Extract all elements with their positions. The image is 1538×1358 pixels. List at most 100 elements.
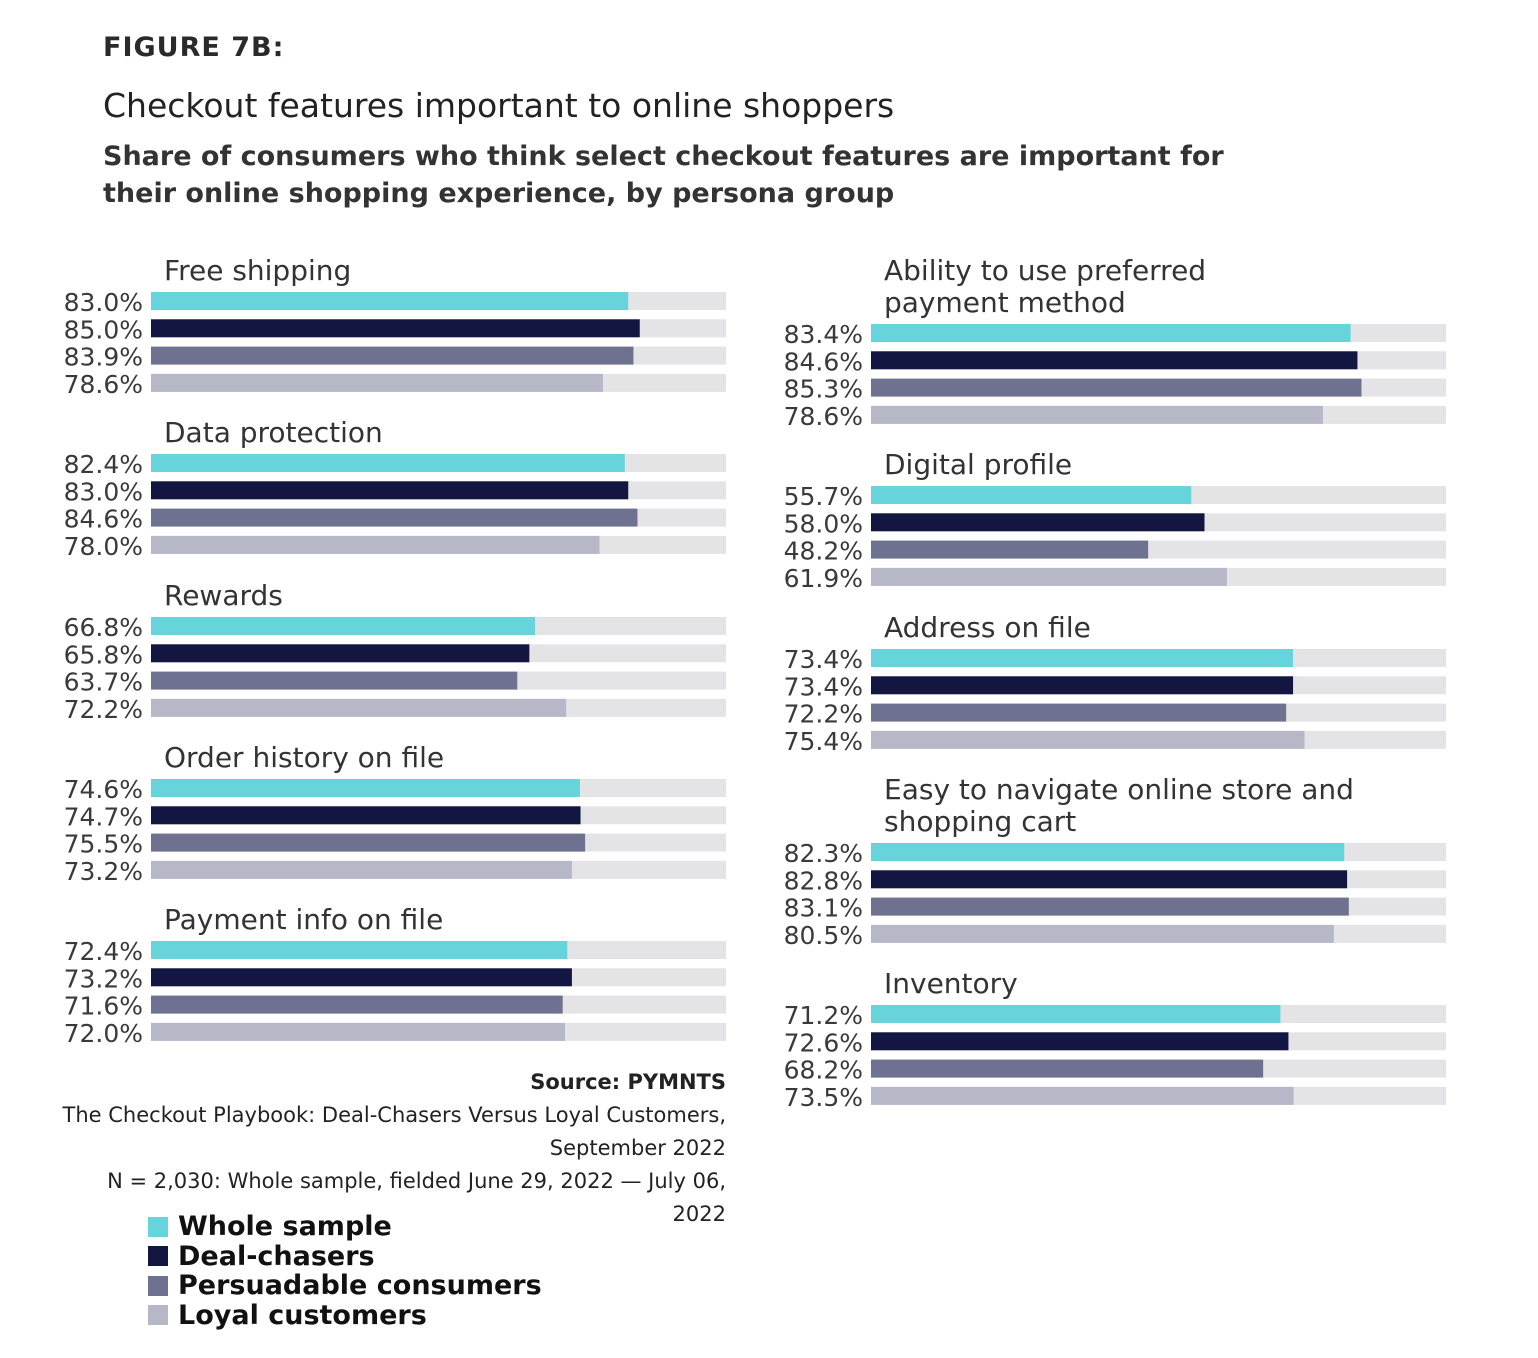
category-label: Address on file bbox=[884, 611, 1091, 644]
bar-deal-chasers bbox=[871, 351, 1358, 370]
value-label: 48.2% bbox=[784, 537, 863, 566]
value-label: 78.6% bbox=[64, 370, 143, 399]
value-label: 73.4% bbox=[784, 672, 863, 701]
bar-group-inventory: Inventory 71.2%72.6%68.2%73.5% bbox=[784, 967, 1446, 1112]
bar-persuadable-consumers bbox=[871, 1059, 1264, 1078]
bar-group-easy-to-navigate-online-store-and-shopping-cart: Easy to navigate online store and shoppin… bbox=[784, 773, 1446, 950]
bar-whole-sample bbox=[151, 617, 536, 635]
value-label: 84.6% bbox=[784, 347, 863, 376]
bar-whole-sample bbox=[871, 649, 1294, 667]
bar-whole-sample bbox=[871, 843, 1345, 861]
legend-swatch bbox=[148, 1275, 168, 1296]
bar-group-payment-info-on-file: Payment info on file 72.4%73.2%71.6%72.0% bbox=[64, 903, 726, 1048]
value-label: 82.3% bbox=[784, 839, 863, 868]
bar-whole-sample bbox=[871, 324, 1351, 342]
value-label: 63.7% bbox=[64, 668, 143, 697]
legend-swatch bbox=[148, 1216, 168, 1237]
category-label: Rewards bbox=[164, 579, 283, 612]
legend-item-loyal: Loyal customers bbox=[148, 1299, 542, 1331]
bar-persuadable-consumers bbox=[151, 346, 634, 365]
category-label: Easy to navigate online store and shoppin… bbox=[884, 773, 1354, 838]
value-label: 85.0% bbox=[64, 315, 143, 344]
bar-deal-chasers bbox=[871, 870, 1348, 889]
bar-loyal-customers bbox=[151, 373, 603, 392]
bar-persuadable-consumers bbox=[151, 833, 586, 852]
value-label: 78.6% bbox=[784, 402, 863, 431]
bar-whole-sample bbox=[151, 292, 629, 310]
legend: Whole sample Deal-chasers Persuadable co… bbox=[148, 1211, 542, 1331]
value-label: 66.8% bbox=[64, 613, 143, 642]
bar-loyal-customers bbox=[151, 698, 567, 717]
value-label: 71.6% bbox=[64, 992, 143, 1021]
bar-persuadable-consumers bbox=[151, 508, 638, 527]
value-label: 84.6% bbox=[64, 505, 143, 534]
value-label: 73.2% bbox=[64, 964, 143, 993]
source-note: Source: PYMNTS The Checkout Playbook: De… bbox=[60, 1066, 726, 1231]
bar-persuadable-consumers bbox=[871, 378, 1362, 397]
value-label: 78.0% bbox=[64, 532, 143, 561]
bar-persuadable-consumers bbox=[871, 703, 1287, 722]
value-label: 65.8% bbox=[64, 640, 143, 669]
bar-deal-chasers bbox=[151, 319, 640, 338]
value-label: 83.9% bbox=[64, 343, 143, 372]
source-sample: N = 2,030: Whole sample, fielded June 29… bbox=[107, 1169, 726, 1226]
category-label: Data protection bbox=[164, 416, 383, 449]
bar-deal-chasers bbox=[151, 806, 581, 825]
value-label: 58.0% bbox=[784, 509, 863, 538]
bar-persuadable-consumers bbox=[871, 897, 1349, 916]
value-label: 85.3% bbox=[784, 375, 863, 404]
legend-label: Loyal customers bbox=[178, 1299, 427, 1331]
source-report: The Checkout Playbook: Deal-Chasers Vers… bbox=[62, 1103, 726, 1160]
bar-persuadable-consumers bbox=[151, 671, 518, 690]
bar-group-ability-to-use-preferred-payment-method: Ability to use preferred payment method 83… bbox=[784, 254, 1446, 431]
category-label: Ability to use preferred payment method bbox=[884, 254, 1206, 319]
bar-deal-chasers bbox=[151, 968, 572, 987]
value-label: 72.6% bbox=[784, 1028, 863, 1057]
value-label: 75.5% bbox=[64, 830, 143, 859]
bar-group-rewards: Rewards 66.8%65.8%63.7%72.2% bbox=[64, 579, 726, 724]
bar-loyal-customers bbox=[151, 860, 572, 879]
bar-whole-sample bbox=[871, 486, 1192, 504]
value-label: 68.2% bbox=[784, 1056, 863, 1085]
value-label: 74.6% bbox=[64, 775, 143, 804]
bar-loyal-customers bbox=[871, 730, 1305, 749]
value-label: 73.2% bbox=[64, 857, 143, 886]
bar-loyal-customers bbox=[871, 924, 1334, 943]
category-label: Free shipping bbox=[164, 254, 351, 287]
bar-group-free-shipping: Free shipping 83.0%85.0%83.9%78.6% bbox=[64, 254, 726, 399]
legend-item-persuadable: Persuadable consumers bbox=[148, 1270, 542, 1302]
value-label: 83.1% bbox=[784, 894, 863, 923]
bar-whole-sample bbox=[151, 941, 568, 959]
value-label: 80.5% bbox=[784, 921, 863, 950]
source-heading: Source: PYMNTS bbox=[530, 1070, 726, 1094]
category-label: Payment info on file bbox=[164, 903, 443, 936]
value-label: 82.8% bbox=[784, 866, 863, 895]
bar-whole-sample bbox=[871, 1005, 1281, 1023]
legend-label: Deal-chasers bbox=[178, 1240, 375, 1272]
category-label: Digital profile bbox=[884, 448, 1072, 481]
value-label: 71.2% bbox=[784, 1001, 863, 1030]
bar-deal-chasers bbox=[151, 481, 629, 500]
legend-label: Persuadable consumers bbox=[178, 1270, 542, 1302]
bar-loyal-customers bbox=[151, 1022, 565, 1041]
chart-title: Checkout features important to online sh… bbox=[103, 86, 895, 125]
bar-loyal-customers bbox=[151, 535, 600, 554]
value-label: 73.4% bbox=[784, 645, 863, 674]
legend-swatch bbox=[148, 1305, 168, 1326]
legend-swatch bbox=[148, 1246, 168, 1267]
chart-subtitle: Share of consumers who think select chec… bbox=[103, 141, 1224, 209]
bar-whole-sample bbox=[151, 779, 580, 797]
legend-item-deal-chasers: Deal-chasers bbox=[148, 1240, 542, 1272]
bar-group-data-protection: Data protection 82.4%83.0%84.6%78.0% bbox=[64, 416, 726, 561]
value-label: 83.0% bbox=[64, 288, 143, 317]
bar-deal-chasers bbox=[151, 644, 530, 663]
legend-label: Whole sample bbox=[178, 1211, 392, 1243]
value-label: 83.4% bbox=[784, 320, 863, 349]
value-label: 72.0% bbox=[64, 1019, 143, 1048]
figure-label: FIGURE 7B: bbox=[103, 32, 285, 63]
bar-persuadable-consumers bbox=[871, 540, 1149, 559]
bar-deal-chasers bbox=[871, 676, 1294, 695]
bar-loyal-customers bbox=[871, 567, 1227, 586]
